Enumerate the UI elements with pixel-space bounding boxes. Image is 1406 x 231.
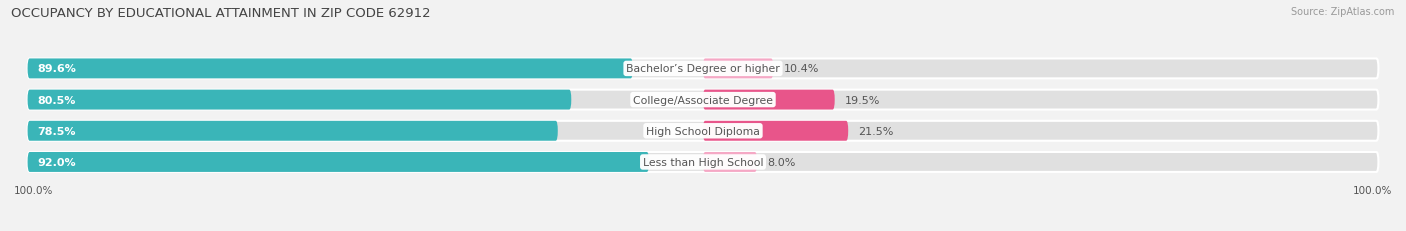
Text: 78.5%: 78.5% [38,126,76,136]
Text: 100.0%: 100.0% [1353,186,1392,196]
FancyBboxPatch shape [28,121,558,141]
FancyBboxPatch shape [28,59,1378,79]
Text: Source: ZipAtlas.com: Source: ZipAtlas.com [1291,7,1395,17]
Text: 89.6%: 89.6% [38,64,76,74]
FancyBboxPatch shape [28,152,1378,172]
FancyBboxPatch shape [28,152,650,172]
Text: 19.5%: 19.5% [845,95,880,105]
Text: Bachelor’s Degree or higher: Bachelor’s Degree or higher [626,64,780,74]
Text: Less than High School: Less than High School [643,157,763,167]
Text: 8.0%: 8.0% [768,157,796,167]
Text: 92.0%: 92.0% [38,157,76,167]
Text: 80.5%: 80.5% [38,95,76,105]
FancyBboxPatch shape [703,90,835,110]
FancyBboxPatch shape [703,152,756,172]
Text: High School Diploma: High School Diploma [647,126,759,136]
Text: 10.4%: 10.4% [783,64,818,74]
Text: OCCUPANCY BY EDUCATIONAL ATTAINMENT IN ZIP CODE 62912: OCCUPANCY BY EDUCATIONAL ATTAINMENT IN Z… [11,7,430,20]
FancyBboxPatch shape [28,59,633,79]
FancyBboxPatch shape [703,121,848,141]
FancyBboxPatch shape [703,59,773,79]
Text: 21.5%: 21.5% [858,126,894,136]
FancyBboxPatch shape [28,121,1378,141]
FancyBboxPatch shape [28,90,571,110]
Text: 100.0%: 100.0% [14,186,53,196]
Text: College/Associate Degree: College/Associate Degree [633,95,773,105]
FancyBboxPatch shape [28,90,1378,110]
